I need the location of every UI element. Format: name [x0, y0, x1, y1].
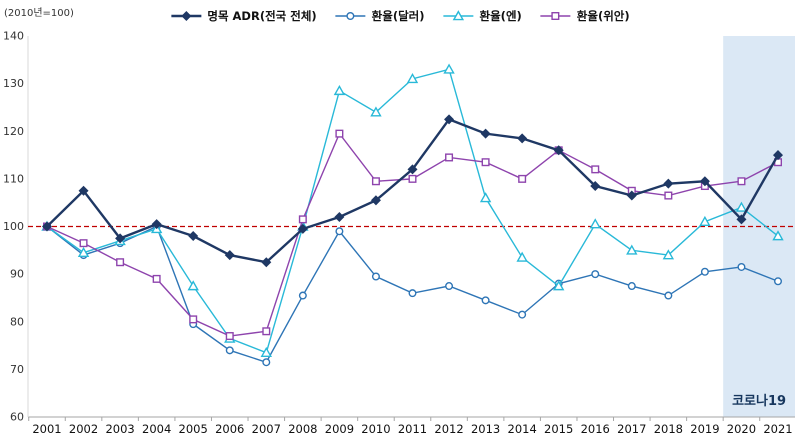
- adr-line-marker-icon: [171, 10, 202, 22]
- y-tick-label: 100: [3, 220, 24, 233]
- x-tick-label: 2009: [325, 422, 354, 436]
- legend-item-yen: 환율(엔): [443, 8, 522, 24]
- legend-label-adr: 명목 ADR(전국 전체): [207, 9, 317, 23]
- legend-label-dollar: 환율(달러): [371, 9, 425, 23]
- x-tick-label: 2015: [544, 422, 573, 436]
- yen-line-marker-icon: [443, 10, 474, 21]
- y-tick-label: 60: [10, 411, 24, 424]
- legend: 명목 ADR(전국 전체) 환율(달러) 환율(엔) 환율(위안): [170, 8, 630, 24]
- series-circle: [43, 222, 783, 367]
- axis-unit-note: (2010년=100): [4, 8, 74, 19]
- x-tick-label: 2004: [142, 422, 171, 436]
- x-tick-label: 2012: [434, 422, 463, 436]
- x-tick-label: 2007: [252, 422, 281, 436]
- legend-label-yuan: 환율(위안): [576, 9, 630, 23]
- x-tick-label: 2016: [581, 422, 610, 436]
- x-tick-label: 2002: [69, 422, 98, 436]
- x-tick-label: 2013: [471, 422, 500, 436]
- y-tick-label: 120: [3, 125, 24, 138]
- legend-item-adr: 명목 ADR(전국 전체): [170, 8, 317, 24]
- series-diamond: [41, 114, 784, 268]
- y-tick-label: 110: [3, 172, 24, 185]
- y-tick-label: 70: [10, 363, 24, 376]
- x-tick-label: 2021: [763, 422, 792, 436]
- x-tick-label: 2020: [727, 422, 756, 436]
- x-tick-label: 2006: [215, 422, 244, 436]
- x-tick-label: 2008: [288, 422, 317, 436]
- y-tick-label: 140: [3, 30, 24, 43]
- series-square: [43, 129, 783, 341]
- series-triangle: [41, 63, 784, 358]
- legend-item-yuan: 환율(위안): [540, 8, 630, 24]
- x-tick-label: 2017: [617, 422, 646, 436]
- x-tick-label: 2014: [508, 422, 537, 436]
- x-tick-label: 2018: [654, 422, 683, 436]
- dollar-line-marker-icon: [335, 12, 366, 20]
- x-tick-label: 2005: [179, 422, 208, 436]
- x-tick-label: 2019: [690, 422, 719, 436]
- legend-item-dollar: 환율(달러): [335, 8, 425, 24]
- x-tick-label: 2011: [398, 422, 427, 436]
- x-tick-label: 2001: [32, 422, 61, 436]
- y-tick-label: 80: [10, 315, 24, 328]
- x-tick-label: 2010: [361, 422, 390, 436]
- legend-label-yen: 환율(엔): [479, 9, 522, 23]
- yuan-line-marker-icon: [540, 12, 571, 20]
- y-tick-label: 90: [10, 268, 24, 281]
- y-tick-label: 130: [3, 77, 24, 90]
- covid-label: 코로나19: [732, 393, 786, 409]
- x-tick-label: 2003: [105, 422, 134, 436]
